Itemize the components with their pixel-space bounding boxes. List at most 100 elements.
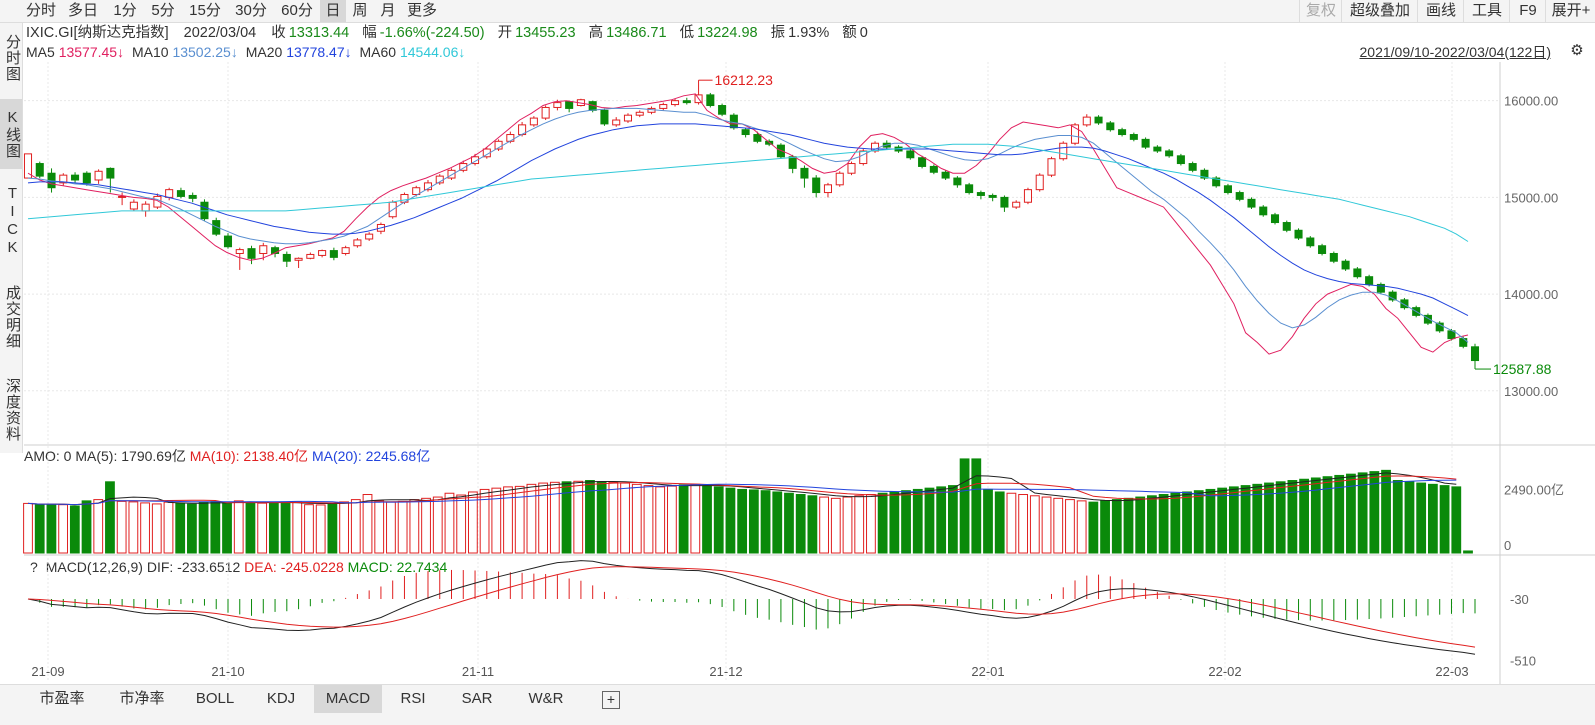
volume-bar — [737, 488, 748, 554]
volume-bar — [819, 496, 829, 554]
sidebar-item-3[interactable]: 成交明细 — [4, 285, 21, 349]
quote-info: IXIC.GI[纳斯达克指数] 2022/03/04 收 13313.44 幅 -1… — [26, 23, 871, 43]
tab-4[interactable]: MACD — [314, 685, 382, 713]
period-6[interactable]: 60分 — [281, 2, 313, 19]
vol-ma20-line — [27, 479, 1457, 506]
volume-bar — [1392, 480, 1403, 554]
tool-5[interactable]: 展开+ — [1545, 0, 1595, 22]
symbol-name: IXIC.GI[纳斯达克指数] — [26, 25, 169, 41]
ma60-value: 14544.06↓ — [399, 44, 466, 60]
sidebar-item-0[interactable]: 分时图 — [4, 34, 21, 82]
candle-body — [341, 247, 350, 254]
ma-line-ma60 — [27, 143, 1469, 242]
tool-3[interactable]: 工具 — [1463, 0, 1510, 22]
help-icon[interactable]: ? — [30, 559, 38, 575]
candle-body — [718, 105, 727, 115]
candle-body — [906, 150, 915, 159]
volume-bar — [1111, 499, 1122, 554]
tab-2[interactable]: BOLL — [195, 690, 235, 707]
volume-bar — [187, 503, 197, 554]
tab-3[interactable]: KDJ — [266, 690, 296, 707]
period-2[interactable]: 1分 — [113, 2, 137, 19]
volume-bar — [1322, 476, 1333, 554]
tool-0[interactable]: 复权 — [1299, 0, 1342, 22]
volume-bar — [198, 501, 209, 554]
candle-body — [541, 106, 550, 119]
vol-tick-label: 2490.00亿 — [1504, 483, 1564, 498]
volume-bar — [128, 501, 139, 554]
candle-body — [1070, 124, 1080, 144]
volume-bar — [620, 482, 630, 554]
macd-dea: DEA: -245.0228 — [244, 559, 344, 575]
volume-bar — [1205, 488, 1216, 554]
volume-bar — [667, 485, 677, 554]
volume-bar — [901, 490, 911, 554]
volume-bar — [549, 481, 560, 554]
period-4[interactable]: 15分 — [189, 2, 221, 19]
period-3[interactable]: 5分 — [151, 2, 175, 19]
period-7[interactable]: 日 — [320, 0, 346, 22]
candle-body — [929, 165, 938, 173]
tab-1[interactable]: 市净率 — [119, 690, 165, 707]
vol-ma10: MA(10): 2138.40亿 — [189, 448, 309, 464]
volume-bar — [467, 491, 478, 554]
period-9[interactable]: 月 — [380, 2, 396, 19]
period-10[interactable]: 更多 — [406, 2, 437, 19]
candle-body — [823, 184, 832, 194]
period-0[interactable]: 分时 — [25, 2, 56, 19]
candle-body — [1000, 196, 1009, 208]
volume-bar — [268, 502, 279, 554]
tab-7[interactable]: W&R — [528, 690, 564, 707]
volume-bar — [807, 495, 818, 554]
volume-bar — [1158, 494, 1169, 554]
tool-2[interactable]: 画线 — [1417, 0, 1464, 22]
volume-bar — [947, 485, 958, 554]
volume-bar — [1193, 490, 1204, 554]
candle-body — [82, 172, 91, 184]
tab-6[interactable]: SAR — [461, 690, 493, 707]
macd-tick-label: -510 — [1510, 653, 1536, 668]
volume-bar — [327, 502, 338, 554]
candle-body — [918, 157, 927, 167]
volume-bar — [994, 491, 1005, 554]
candle-body — [1023, 189, 1032, 203]
date-range[interactable]: 2021/09/10-2022/03/04(122日) — [1359, 44, 1551, 60]
volume-bar — [983, 488, 993, 554]
volume-bar — [233, 500, 244, 554]
period-1[interactable]: 多日 — [67, 2, 98, 19]
candle-body — [59, 174, 68, 184]
candle-body — [671, 100, 680, 106]
volume-bar — [503, 486, 513, 554]
candle-body — [1212, 177, 1221, 187]
volume-bar — [1275, 481, 1286, 554]
candle-body — [1223, 185, 1232, 194]
tab-5[interactable]: RSI — [400, 690, 426, 707]
volume-bar — [1439, 485, 1450, 554]
volume-bar — [1240, 485, 1251, 554]
sidebar-item-2[interactable]: TICK — [4, 185, 21, 257]
period-5[interactable]: 30分 — [235, 2, 267, 19]
x-tick-label: 21-11 — [462, 664, 494, 679]
candle-body — [212, 220, 221, 235]
sidebar-item-4[interactable]: 深度资料 — [4, 378, 21, 442]
ma-line-ma10 — [27, 107, 1469, 343]
volume-bar — [93, 499, 104, 554]
candle-body — [165, 189, 174, 198]
tool-4[interactable]: F9 — [1509, 0, 1546, 22]
candle-body — [176, 190, 185, 197]
volume-bar — [46, 503, 57, 554]
tab-0[interactable]: 市盈率 — [39, 690, 85, 707]
volume-bar — [959, 458, 970, 554]
close-label: 收 — [271, 25, 286, 41]
gear-icon[interactable]: ⚙ — [1570, 42, 1584, 59]
tool-1[interactable]: 超级叠加 — [1341, 0, 1418, 22]
candle-body — [812, 177, 821, 194]
add-indicator-icon[interactable]: + — [602, 691, 620, 709]
volume-bar — [877, 492, 888, 554]
ma-line-ma20 — [27, 123, 1469, 317]
sidebar-item-1[interactable]: K线图 — [0, 99, 22, 169]
period-8[interactable]: 周 — [352, 2, 368, 19]
candle-body — [1012, 201, 1021, 208]
volume-bar — [1381, 469, 1391, 554]
